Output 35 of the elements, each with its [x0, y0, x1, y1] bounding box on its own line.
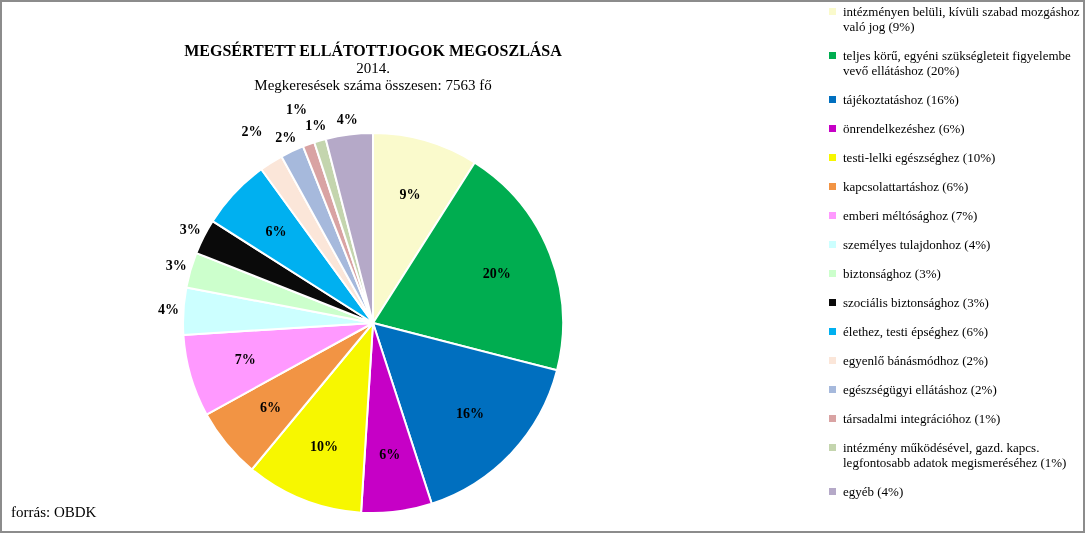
data-label: 2% [241, 124, 263, 140]
data-label: 20% [482, 266, 511, 282]
data-label: 4% [336, 111, 358, 127]
text: MEGSÉRTETT ELLÁTOTTJOGOK MEGOSZLÁSA [184, 41, 563, 59]
legend-label: társadalmi integrációhoz (1%) [843, 410, 1001, 426]
legend-label: teljes körű, egyéni szükségleteit figyelembe vevő ellátáshoz (20%) [843, 47, 1072, 78]
legend-label: biztonsághoz (3%) [843, 265, 941, 281]
legend-label: önrendelkezéshez (6%) [843, 120, 965, 136]
text: 2014. Megkeresések száma összesen: 7563 fő [254, 60, 492, 93]
legend-label: intézmény működésével, gazd. kapcs. legfontosabb adatok megismeréséhez (1%) [843, 439, 1067, 470]
legend-label: szociális biztonsághoz (3%) [843, 294, 989, 310]
data-label: 16% [455, 406, 484, 422]
legend-label: személyes tulajdonhoz (4%) [843, 236, 991, 252]
data-label: 10% [310, 438, 339, 454]
legend-label: egészségügyi ellátáshoz (2%) [843, 381, 997, 397]
legend-label: egyenlő bánásmódhoz (2%) [843, 352, 989, 368]
data-label: 1% [285, 102, 307, 118]
data-label: 3% [179, 221, 201, 237]
data-label: 6% [260, 399, 282, 415]
data-label: 6% [265, 223, 287, 239]
data-label: 3% [165, 257, 187, 273]
data-label: 4% [157, 302, 179, 318]
data-label: 9% [399, 187, 421, 203]
legend-label: emberi méltósághoz (7%) [843, 207, 978, 223]
legend-label: kapcsolattartáshoz (6%) [843, 178, 969, 194]
data-label: 2% [275, 129, 297, 145]
text: forrás: OBDK [11, 504, 97, 520]
data-label: 6% [379, 446, 401, 462]
legend-label: egyéb (4%) [843, 483, 904, 499]
legend-label: intézményen belüli, kívüli szabad mozgáshoz való jog (9%) [843, 3, 1080, 34]
data-label: 1% [305, 118, 327, 134]
legend-label: testi-lelki egészséghez (10%) [843, 149, 996, 165]
legend-label: tájékoztatáshoz (16%) [843, 91, 959, 107]
data-label: 7% [234, 352, 256, 368]
legend-label: élethez, testi épséghez (6%) [843, 323, 989, 339]
